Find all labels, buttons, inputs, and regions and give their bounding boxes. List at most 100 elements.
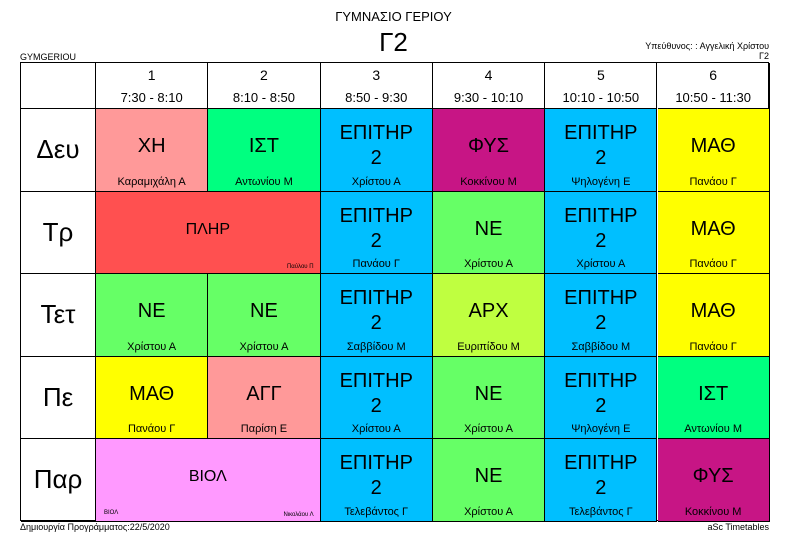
class-title: Γ2: [379, 27, 408, 57]
lesson-cell: ΕΠΙΤΗΡ 2 Σαββίδου Μ: [545, 274, 658, 357]
period-number: 2: [260, 67, 268, 83]
period-number: 3: [372, 67, 381, 83]
lesson-subject: ΠΛΗΡ: [185, 220, 231, 238]
period-number: 4: [484, 67, 493, 83]
responsible-teacher: Υπεύθυνος: : Αγγελική Χρίστου Γ2: [645, 41, 769, 61]
lesson-teacher: Ψηλογένη Ε: [571, 423, 631, 435]
timetable-grid: 1 7:30 - 8:10 2 8:10 - 8:50 3 8:50 - 9:30 4 9:3…: [20, 62, 770, 522]
lesson-teacher: Πανάου Γ: [689, 258, 737, 270]
lesson-teacher: Ευριπίδου Μ: [457, 340, 520, 353]
lesson-teacher: Τελεβάντος Γ: [344, 505, 409, 518]
lesson-cell: ΕΠΙΤΗΡ 2 Ψηλογένη Ε: [545, 109, 658, 192]
lesson-subject: ΒΙΟΛ: [188, 468, 227, 485]
period-number: 6: [709, 67, 718, 83]
lesson-teacher: Παρίση Ε: [240, 423, 288, 435]
lesson-teacher: Χρίστου Α: [351, 175, 401, 188]
lesson-subject: ΝΕ: [250, 300, 278, 322]
lesson-subject: ΑΡΧ: [468, 300, 509, 322]
lesson-subject: ΜΑΘ: [129, 382, 175, 405]
period-header: 5 10:10 - 10:50: [545, 63, 658, 109]
app-name: aSc Timetables: [707, 522, 769, 532]
lesson-cell: ΝΕ Χρίστου Α: [432, 439, 546, 522]
lesson-subject: ΜΑΘ: [690, 217, 736, 240]
day-label: Πε: [21, 356, 96, 439]
lesson-subject: ΕΠΙΤΗΡ 2: [339, 204, 413, 252]
lesson-teacher: Αντωνίου Μ: [235, 175, 293, 188]
lesson-subject: ΕΠΙΤΗΡ 2: [339, 122, 413, 169]
period-header: 2 8:10 - 8:50: [208, 63, 321, 109]
lesson-subject: ΕΠΙΤΗΡ 2: [564, 204, 638, 252]
lesson-teacher: Ψηλογένη Ε: [571, 175, 631, 188]
period-header: 1 7:30 - 8:10: [96, 63, 209, 109]
lesson-cell: ΒΙΟΛ Νικολάου Λ ΒΙΟΛ: [96, 439, 321, 522]
creation-date: Δημιουργία Προγράμματος:22/5/2020: [20, 522, 170, 532]
period-header: 4 9:30 - 10:10: [432, 63, 546, 109]
lesson-subject: ΝΕ: [137, 300, 166, 322]
lesson-teacher: Χρίστου Α: [576, 258, 626, 270]
lesson-cell: ΧΗ Καραμιχάλη Α: [96, 109, 209, 192]
lesson-teacher: Χρίστου Α: [351, 423, 401, 435]
lesson-cell: ΝΕ Χρίστου Α: [432, 191, 546, 274]
period-header: 6 10:50 - 11:30: [657, 63, 770, 109]
period-number: 5: [596, 67, 605, 83]
period-time: 8:50 - 9:30: [345, 90, 408, 105]
lesson-subject: ΙΣΤ: [698, 382, 729, 405]
lesson-teacher: Τελεβάντος Γ: [568, 505, 633, 518]
lesson-teacher: Πανάου Γ: [352, 258, 400, 270]
period-time: 10:10 - 10:50: [562, 90, 640, 105]
lesson-subject: ΑΓΓ: [246, 382, 282, 405]
lesson-teacher: Νικολάου Λ: [283, 511, 314, 518]
lesson-cell: ΕΠΙΤΗΡ 2 Τελεβάντος Γ: [545, 439, 658, 522]
lesson-teacher: Αντωνίου Μ: [684, 423, 742, 435]
day-label: Τετ: [21, 274, 96, 357]
lesson-teacher: Χρίστου Α: [464, 258, 513, 270]
lesson-subject: ΕΠΙΤΗΡ 2: [564, 122, 638, 169]
lesson-cell: ΙΣΤ Αντωνίου Μ: [208, 109, 321, 192]
lesson-cell: ΑΡΧ Ευριπίδου Μ: [432, 274, 546, 357]
lesson-cell: ΦΥΣ Κοκκίνου Μ: [657, 439, 770, 522]
school-code: GYMGERIOU: [20, 52, 77, 62]
lesson-cell: ΕΠΙΤΗΡ 2 Σαββίδου Μ: [320, 274, 433, 357]
lesson-cell: ΜΑΘ Πανάου Γ: [96, 356, 209, 439]
lesson-subject: ΜΑΘ: [690, 135, 736, 157]
day-label: Δευ: [21, 109, 96, 192]
lesson-teacher: Πανάου Γ: [689, 340, 737, 353]
lesson-subject: ΕΠΙΤΗΡ 2: [339, 369, 413, 417]
lesson-cell: ΜΑΘ Πανάου Γ: [657, 274, 770, 357]
lesson-subject: ΕΠΙΤΗΡ 2: [564, 452, 638, 499]
lesson-cell: ΕΠΙΤΗΡ 2 Χρίστου Α: [545, 191, 658, 274]
lesson-teacher: Παύλου Π: [286, 264, 314, 270]
lesson-subject: ΕΠΙΤΗΡ 2: [339, 452, 413, 499]
lesson-subject: ΦΥΣ: [468, 135, 510, 157]
lesson-subject: ΝΕ: [474, 217, 503, 240]
responsible-name: Υπεύθυνος: : Αγγελική Χρίστου: [645, 41, 769, 51]
lesson-subject: ΦΥΣ: [692, 465, 734, 487]
lesson-cell: ΕΠΙΤΗΡ 2 Ψηλογένη Ε: [545, 356, 658, 439]
lesson-teacher: Κοκκίνου Μ: [684, 505, 742, 518]
period-time: 9:30 - 10:10: [453, 90, 524, 105]
lesson-cell: ΕΠΙΤΗΡ 2 Πανάου Γ: [320, 191, 433, 274]
day-label: Παρ: [21, 439, 96, 522]
lesson-teacher: Καραμιχάλη Α: [117, 175, 186, 188]
lesson-teacher: Χρίστου Α: [464, 423, 513, 435]
lesson-cell: ΑΓΓ Παρίση Ε: [208, 356, 321, 439]
lesson-cell: ΝΕ Χρίστου Α: [96, 274, 209, 357]
responsible-class: Γ2: [759, 51, 769, 61]
lesson-cell: ΝΕ Χρίστου Α: [208, 274, 321, 357]
lesson-cell: ΜΑΘ Πανάου Γ: [657, 191, 770, 274]
lesson-cell: ΠΛΗΡ Παύλου Π: [96, 191, 321, 274]
lesson-subject: ΝΕ: [474, 382, 503, 405]
period-header: 3 8:50 - 9:30: [320, 63, 433, 109]
lesson-teacher: Χρίστου Α: [464, 505, 513, 518]
lesson-subject-small: ΒΙΟΛ: [104, 509, 119, 516]
lesson-teacher: Κοκκίνου Μ: [460, 175, 517, 188]
lesson-cell: ΕΠΙΤΗΡ 2 Χρίστου Α: [320, 109, 433, 192]
lesson-cell: ΜΑΘ Πανάου Γ: [657, 109, 770, 192]
lesson-subject: ΕΠΙΤΗΡ 2: [564, 287, 638, 334]
lesson-subject: ΙΣΤ: [248, 135, 280, 157]
lesson-teacher: Χρίστου Α: [239, 340, 289, 353]
lesson-subject: ΕΠΙΤΗΡ 2: [339, 287, 413, 334]
lesson-cell: ΝΕ Χρίστου Α: [432, 356, 546, 439]
lesson-cell: ΦΥΣ Κοκκίνου Μ: [432, 109, 546, 192]
lesson-subject: ΜΑΘ: [690, 300, 736, 322]
